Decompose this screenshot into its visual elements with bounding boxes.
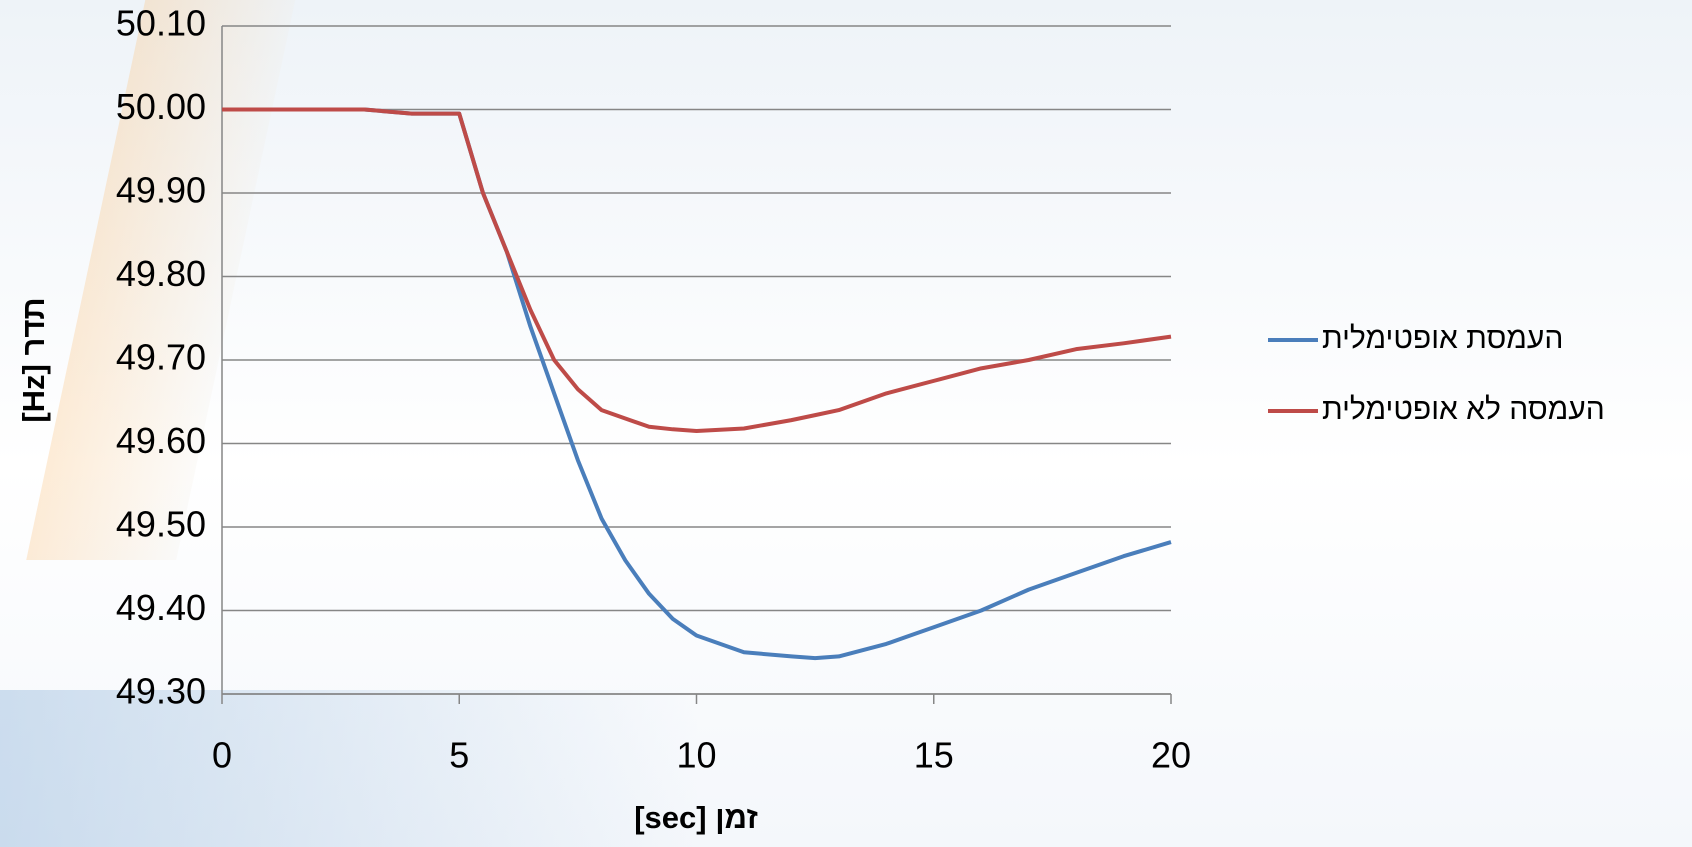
series-line bbox=[222, 110, 1171, 431]
y-tick-label: 49.70 bbox=[116, 337, 206, 378]
x-tick-label: 15 bbox=[914, 735, 954, 776]
x-tick-label: 0 bbox=[212, 735, 232, 776]
x-tick-label: 5 bbox=[449, 735, 469, 776]
x-tick-label: 10 bbox=[676, 735, 716, 776]
y-tick-label: 49.40 bbox=[116, 587, 206, 628]
y-tick-label: 49.90 bbox=[116, 170, 206, 211]
series-line bbox=[222, 110, 1171, 659]
y-tick-label: 50.10 bbox=[116, 3, 206, 44]
y-tick-label: 50.00 bbox=[116, 86, 206, 127]
chart: תדר [Hz] זמן [sec] 49.30 49.40 49.50 49.60 4… bbox=[0, 0, 1692, 847]
page: תדר [Hz] זמן [sec] 49.30 49.40 49.50 49.60 4… bbox=[0, 0, 1692, 847]
y-tick-label: 49.80 bbox=[116, 253, 206, 294]
y-tick-label: 49.60 bbox=[116, 420, 206, 461]
legend-label: העמסה לא אופטימלית bbox=[1322, 393, 1605, 426]
legend-label: העמסת אופטימלית bbox=[1322, 322, 1563, 355]
y-tick-label: 49.50 bbox=[116, 504, 206, 545]
x-tick-label: 20 bbox=[1151, 735, 1191, 776]
y-axis-title: תדר [Hz] bbox=[16, 297, 51, 422]
x-axis-title: זמן [sec] bbox=[634, 800, 758, 835]
y-tick-label: 49.30 bbox=[116, 671, 206, 712]
